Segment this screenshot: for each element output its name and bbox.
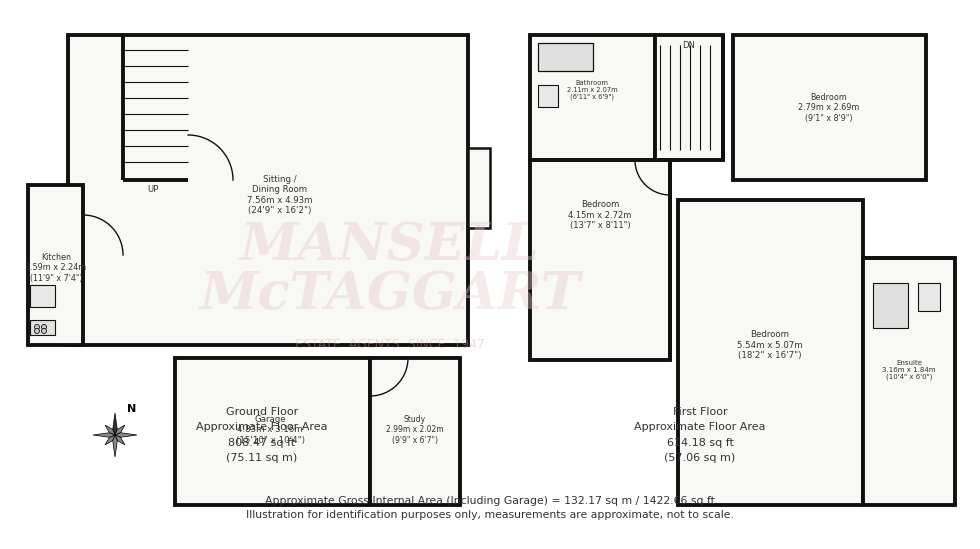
Text: UP: UP xyxy=(147,186,159,194)
Text: Bedroom
5.54m x 5.07m
(18'2" x 16'7"): Bedroom 5.54m x 5.07m (18'2" x 16'7") xyxy=(737,330,803,360)
Bar xyxy=(30,320,55,335)
Text: ESTATE  AGENTS  SINCE  1947: ESTATE AGENTS SINCE 1947 xyxy=(295,339,485,351)
Text: Garage
4.83m x 3.16m
(15'10" x 10'4"): Garage 4.83m x 3.16m (15'10" x 10'4") xyxy=(235,415,305,445)
Text: DN: DN xyxy=(682,41,696,49)
Polygon shape xyxy=(113,435,118,457)
Text: Study
2.99m x 2.02m
(9'9" x 6'7"): Study 2.99m x 2.02m (9'9" x 6'7") xyxy=(386,415,444,445)
Circle shape xyxy=(34,328,39,333)
Text: Sitting /
Dining Room
7.56m x 4.93m
(24'9" x 16'2"): Sitting / Dining Room 7.56m x 4.93m (24'… xyxy=(247,175,313,215)
Bar xyxy=(175,358,370,505)
Circle shape xyxy=(41,324,46,329)
Text: First Floor
Approximate Floor Area
614.18 sq ft
(57.06 sq m): First Floor Approximate Floor Area 614.1… xyxy=(634,407,765,463)
Text: Ground Floor
Approximate Floor Area
808.47 sq ft
(75.11 sq m): Ground Floor Approximate Floor Area 808.… xyxy=(196,407,327,463)
Bar xyxy=(873,283,908,328)
Bar xyxy=(733,35,926,180)
Text: Bedroom
2.79m x 2.69m
(9'1" x 8'9"): Bedroom 2.79m x 2.69m (9'1" x 8'9") xyxy=(799,93,859,123)
Polygon shape xyxy=(113,413,118,435)
Bar xyxy=(538,43,593,71)
Circle shape xyxy=(34,324,39,329)
Bar xyxy=(468,148,490,228)
Bar xyxy=(30,285,55,307)
Polygon shape xyxy=(105,435,115,445)
Bar xyxy=(530,160,670,360)
Text: Bathroom
2.11m x 2.07m
(6'11" x 6'9"): Bathroom 2.11m x 2.07m (6'11" x 6'9") xyxy=(566,80,617,100)
Text: Kitchen
3.59m x 2.24m
(11'9" x 7'4"): Kitchen 3.59m x 2.24m (11'9" x 7'4") xyxy=(25,253,86,283)
Polygon shape xyxy=(115,425,124,435)
Bar xyxy=(538,85,558,107)
Polygon shape xyxy=(115,433,137,438)
Bar xyxy=(68,35,468,345)
Bar xyxy=(918,283,940,311)
Bar xyxy=(530,35,655,160)
Polygon shape xyxy=(93,433,115,438)
Bar xyxy=(28,185,83,345)
Polygon shape xyxy=(115,435,124,445)
Bar xyxy=(655,35,723,160)
Bar xyxy=(678,200,863,505)
Bar xyxy=(370,358,460,505)
Text: Approximate Gross Internal Area (Including Garage) = 132.17 sq m / 1422.66 sq ft: Approximate Gross Internal Area (Includi… xyxy=(246,496,734,520)
Bar xyxy=(863,258,955,505)
Circle shape xyxy=(41,328,46,333)
Text: Bedroom
4.15m x 2.72m
(13'7" x 8'11"): Bedroom 4.15m x 2.72m (13'7" x 8'11") xyxy=(568,200,632,230)
Text: MANSELL
McTAGGART: MANSELL McTAGGART xyxy=(200,220,580,320)
Text: N: N xyxy=(127,404,136,414)
Text: Ensuite
3.16m x 1.84m
(10'4" x 6'0"): Ensuite 3.16m x 1.84m (10'4" x 6'0") xyxy=(882,360,936,380)
Polygon shape xyxy=(105,425,115,435)
